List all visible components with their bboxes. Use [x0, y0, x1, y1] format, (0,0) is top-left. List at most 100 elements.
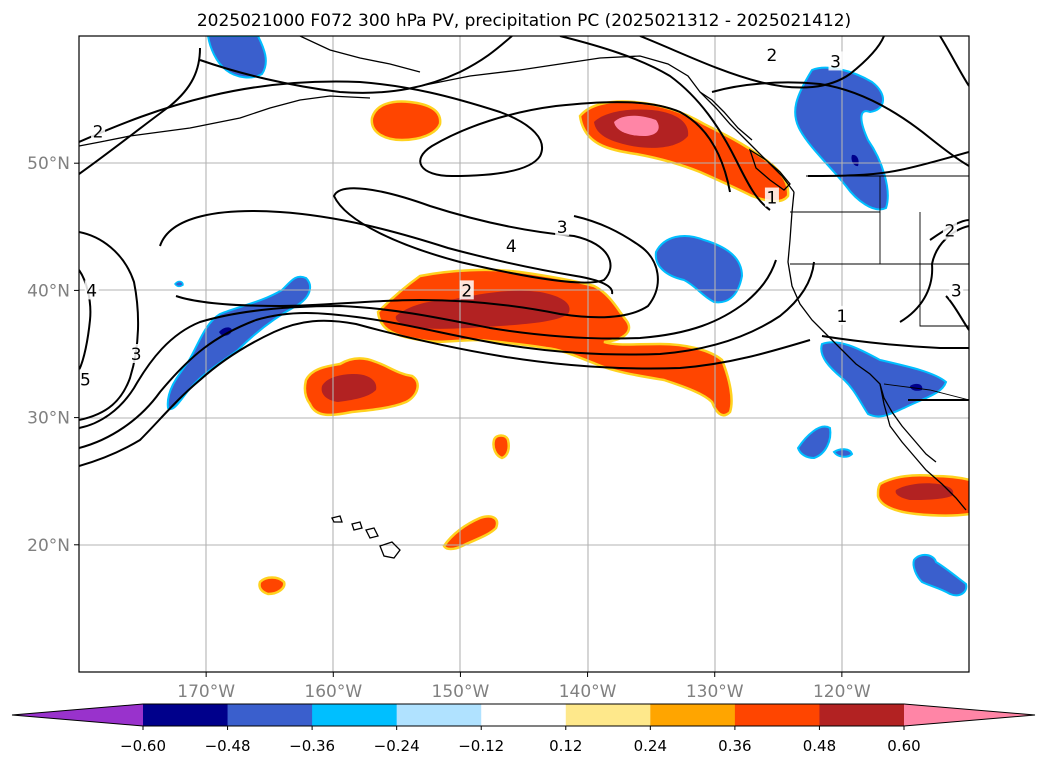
pv-contour-label: 3 [557, 218, 568, 238]
pv-contour-mid [79, 231, 140, 421]
coastline-alaska-top [299, 36, 421, 73]
colorbar: −0.60 −0.48 −0.36 −0.24 −0.12 0.12 0.24 0.36 0.4… [11, 703, 1036, 755]
colorbar-tick-label: 0.36 [718, 737, 751, 755]
pv-contour-label: 3 [951, 281, 962, 301]
pv-contour-label: 2 [945, 222, 956, 242]
pv-contour-east-6 [821, 335, 969, 349]
pv-contour-alaska-2 [639, 36, 885, 89]
map-gridlines [79, 36, 969, 672]
island-hawaii [379, 541, 401, 559]
pv-contour-outer-2 [79, 261, 815, 449]
precip-region-positive-north-peak [614, 115, 659, 136]
island-oahu [351, 521, 363, 531]
island-maui [365, 527, 379, 539]
pv-contour-inner-1 [332, 187, 612, 284]
pv-label-background [84, 280, 99, 300]
y-axis-ticks: 20°N 30°N 40°N 50°N [27, 154, 79, 556]
colorbar-segment [396, 704, 482, 726]
pv-label-background [764, 187, 779, 207]
pv-contour-labels: 2 3 4 2 3 3 4 5 2 1 1 2 3 [79, 45, 964, 390]
pv-contour-east-1 [711, 81, 969, 167]
colorbar-segment [819, 704, 905, 726]
colorbar-tick-label: −0.12 [458, 737, 504, 755]
x-tick-label: 140°W [559, 682, 617, 702]
precip-region-negative-small-1 [796, 425, 832, 460]
precip-region-positive-south [258, 576, 286, 596]
precip-region-negative-offshore [654, 235, 744, 304]
precip-region-positive-small-island [492, 434, 510, 460]
colorbar-tick-label: −0.60 [120, 737, 166, 755]
colorbar-segment [734, 704, 820, 726]
y-tick-label: 20°N [27, 536, 70, 556]
pv-contour-label: 2 [461, 281, 472, 301]
pv-contour-outer-1 [79, 319, 811, 467]
colorbar-tick-label: −0.36 [289, 737, 335, 755]
colorbar-segment [650, 704, 736, 726]
colorbar-tick-label: 0.12 [549, 737, 582, 755]
x-axis-ticks: 170°W 160°W 150°W 140°W 130°W 120°W [177, 672, 871, 702]
x-tick-label: 130°W [686, 682, 744, 702]
pv-label-background [129, 344, 144, 363]
precip-region-negative-west-core [219, 327, 232, 336]
precip-region-positive-gulf [370, 100, 442, 142]
pv-label-background [828, 51, 843, 71]
pv-label-background [79, 369, 93, 389]
colorbar-tick-label: 0.60 [887, 737, 920, 755]
coastline-vancouver-island [748, 148, 791, 191]
pv-label-background [91, 121, 106, 141]
x-tick-label: 150°W [432, 682, 490, 702]
pv-label-background [942, 220, 957, 240]
map-frame [78, 35, 970, 673]
coastline-alaska-south [419, 55, 795, 193]
precip-region-negative-mexico-south [912, 554, 968, 597]
colorbar-tick-label: −0.24 [374, 737, 420, 755]
pv-label-background [504, 235, 519, 255]
pv-contour-label: 1 [767, 189, 778, 209]
pv-contour-east-7 [945, 295, 969, 331]
precip-region-positive-midwest-core [321, 374, 377, 402]
coastline-alaska-panhandle [699, 91, 753, 141]
hawaiian-islands [331, 515, 401, 559]
pv-contour-label: 2 [93, 122, 104, 142]
colorbar-segment [481, 704, 567, 726]
precip-region-positive-main-core [395, 290, 570, 329]
pv-contour-label: 4 [86, 281, 97, 301]
precip-region-negative-baja-core [910, 383, 923, 391]
pv-contour-alaska-1 [559, 36, 771, 211]
colorbar-segment [143, 704, 229, 726]
coastline-baja [879, 383, 937, 463]
coastlines [79, 36, 967, 511]
pv-contour-north-arch [79, 80, 731, 193]
pv-contour-west-hook [79, 269, 92, 371]
colorbar-segment [227, 704, 313, 726]
pv-contour-inner-3 [175, 215, 659, 319]
y-tick-label: 50°N [27, 154, 70, 174]
pv-contour-label: 3 [830, 52, 841, 72]
chart-title: 2025021000 F072 300 hPa PV, precipitatio… [197, 11, 851, 31]
colorbar-tick-label: 0.24 [634, 737, 667, 755]
border-us-mexico [883, 383, 969, 401]
coastline-aleutians [79, 95, 371, 147]
political-borders [790, 175, 969, 401]
border-state-4 [919, 264, 969, 327]
colorbar-segment [312, 704, 398, 726]
pv-label-background [764, 45, 779, 65]
precip-region-positive-mexico-core [895, 483, 954, 500]
y-tick-label: 30°N [27, 409, 70, 429]
colorbar-tick-label: −0.48 [205, 737, 251, 755]
pv-contour-label: 3 [131, 345, 142, 365]
pv-label-background [555, 216, 570, 236]
pv-label-background [834, 305, 849, 325]
colorbar-tick-label: 0.48 [803, 737, 836, 755]
colorbar-extend-low [12, 704, 143, 726]
pv-contour-label: 4 [506, 237, 517, 257]
precip-region-negative-tiny [174, 280, 184, 288]
pv-label-background [459, 280, 474, 300]
pv-contour-north-arch-3 [199, 36, 513, 94]
pv-contour-label: 2 [767, 46, 778, 66]
precip-region-negative-small-2 [832, 448, 854, 458]
precip-region-negative-west-band [166, 275, 312, 410]
pv-contour-inner-2 [159, 210, 614, 295]
